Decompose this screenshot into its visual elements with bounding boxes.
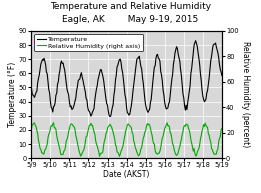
Temperature [184,109,187,111]
Temperature [108,115,111,118]
Line: Relative Humidity (right axis): Relative Humidity (right axis) [31,123,222,156]
Relative Humidity (right axis) [220,127,223,130]
Temperature [220,74,223,77]
Temperature [30,86,33,88]
Temperature [139,65,143,68]
Temperature [51,111,54,113]
Temperature [171,73,174,75]
Relative Humidity (right axis) [30,128,33,130]
Legend: Temperature, Relative Humidity (right axis): Temperature, Relative Humidity (right ax… [34,34,143,51]
Text: Temperature and Relative Humidity: Temperature and Relative Humidity [50,2,211,11]
Relative Humidity (right axis) [172,145,175,147]
Relative Humidity (right axis) [98,155,101,157]
Temperature [102,79,105,81]
Temperature [194,40,197,42]
Temperature [220,71,223,73]
Relative Humidity (right axis) [140,146,143,149]
Y-axis label: Relative Humidity (percent): Relative Humidity (percent) [241,41,250,148]
Relative Humidity (right axis) [104,137,107,140]
Relative Humidity (right axis) [51,123,54,125]
Line: Temperature: Temperature [31,41,222,116]
X-axis label: Date (AKST): Date (AKST) [103,170,150,179]
Text: Eagle, AK        May 9-19, 2015: Eagle, AK May 9-19, 2015 [62,15,199,25]
Relative Humidity (right axis) [52,122,55,124]
Relative Humidity (right axis) [220,129,223,131]
Relative Humidity (right axis) [185,123,188,125]
Y-axis label: Temperature (°F): Temperature (°F) [8,62,17,127]
